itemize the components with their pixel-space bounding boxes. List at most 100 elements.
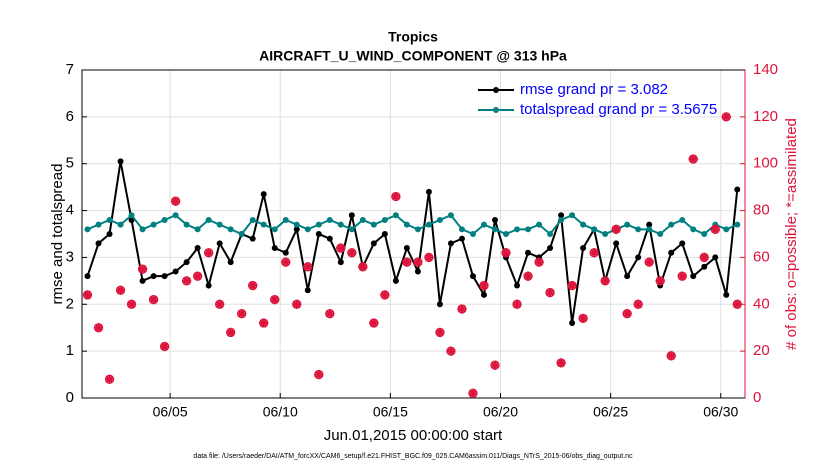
point [116, 285, 126, 295]
point [501, 248, 511, 258]
point [545, 288, 555, 298]
point [589, 248, 599, 258]
point [569, 212, 576, 219]
point [468, 388, 478, 398]
point [458, 226, 465, 233]
point [293, 226, 300, 233]
point [435, 327, 445, 337]
point [446, 346, 456, 356]
point [161, 273, 168, 280]
point [723, 226, 730, 233]
point [281, 257, 291, 267]
point [668, 249, 675, 256]
point [304, 287, 311, 294]
point [216, 240, 223, 247]
point [326, 216, 333, 223]
point [204, 248, 214, 258]
point [712, 254, 719, 261]
point [303, 262, 313, 272]
point [138, 264, 148, 274]
point [238, 231, 245, 237]
point [326, 235, 333, 242]
point [139, 226, 146, 233]
y2-tick-label: 20 [753, 342, 770, 359]
point [558, 216, 565, 223]
point [271, 245, 278, 252]
x-tick-label: 06/20 [483, 404, 518, 420]
legend-label: totalspread grand pr = 3.5675 [520, 101, 717, 118]
point [128, 212, 135, 219]
point [514, 282, 521, 289]
point [657, 231, 664, 237]
point [679, 240, 686, 247]
point [216, 221, 223, 228]
point [578, 313, 588, 323]
point [447, 240, 454, 247]
point [447, 212, 454, 219]
point [613, 240, 620, 247]
point [194, 226, 201, 233]
point [479, 281, 489, 291]
point [547, 231, 554, 237]
point [380, 290, 390, 300]
x-tick-label: 06/30 [703, 404, 738, 420]
point [270, 295, 280, 305]
y2-tick-label: 100 [753, 155, 778, 172]
point [469, 231, 476, 237]
legend-label: rmse grand pr = 3.082 [520, 81, 668, 98]
point [624, 221, 631, 228]
point [117, 221, 124, 228]
point [591, 226, 598, 233]
point [84, 226, 91, 233]
point [381, 216, 388, 223]
chart-title: Tropics [388, 29, 438, 45]
point [469, 273, 476, 280]
point [370, 240, 377, 247]
point [403, 221, 410, 228]
point [84, 273, 91, 280]
point [271, 226, 278, 233]
point [171, 196, 181, 206]
y-tick-label: 1 [66, 342, 74, 359]
point [205, 216, 212, 223]
point [95, 240, 102, 247]
point [150, 221, 157, 228]
y2-tick-label: 60 [753, 248, 770, 265]
point [183, 221, 190, 228]
point [523, 271, 533, 281]
point [248, 281, 258, 291]
point [480, 291, 487, 298]
point [260, 221, 267, 228]
point [172, 268, 179, 275]
point [337, 259, 344, 266]
y-tick-label: 7 [66, 61, 74, 78]
point [624, 273, 631, 280]
point [94, 323, 104, 333]
point [391, 192, 401, 202]
point [358, 262, 368, 272]
y-tick-label: 2 [66, 295, 74, 312]
point [490, 360, 500, 370]
point [646, 226, 653, 233]
chart-subtitle: AIRCRAFT_U_WIND_COMPONENT @ 313 hPa [259, 48, 567, 64]
y2-tick-label: 0 [753, 389, 761, 406]
point [734, 221, 741, 228]
point [227, 259, 234, 266]
x-tick-label: 06/25 [593, 404, 628, 420]
point [117, 158, 124, 165]
point [493, 107, 499, 113]
point [194, 245, 201, 252]
point [95, 221, 102, 228]
point [392, 277, 399, 284]
point [701, 231, 708, 237]
point [655, 276, 665, 286]
y-axis-label: rmse and totalspread [49, 164, 66, 305]
point [315, 231, 322, 237]
point [403, 245, 410, 252]
point [567, 281, 577, 291]
point [512, 299, 522, 309]
point [249, 235, 256, 242]
